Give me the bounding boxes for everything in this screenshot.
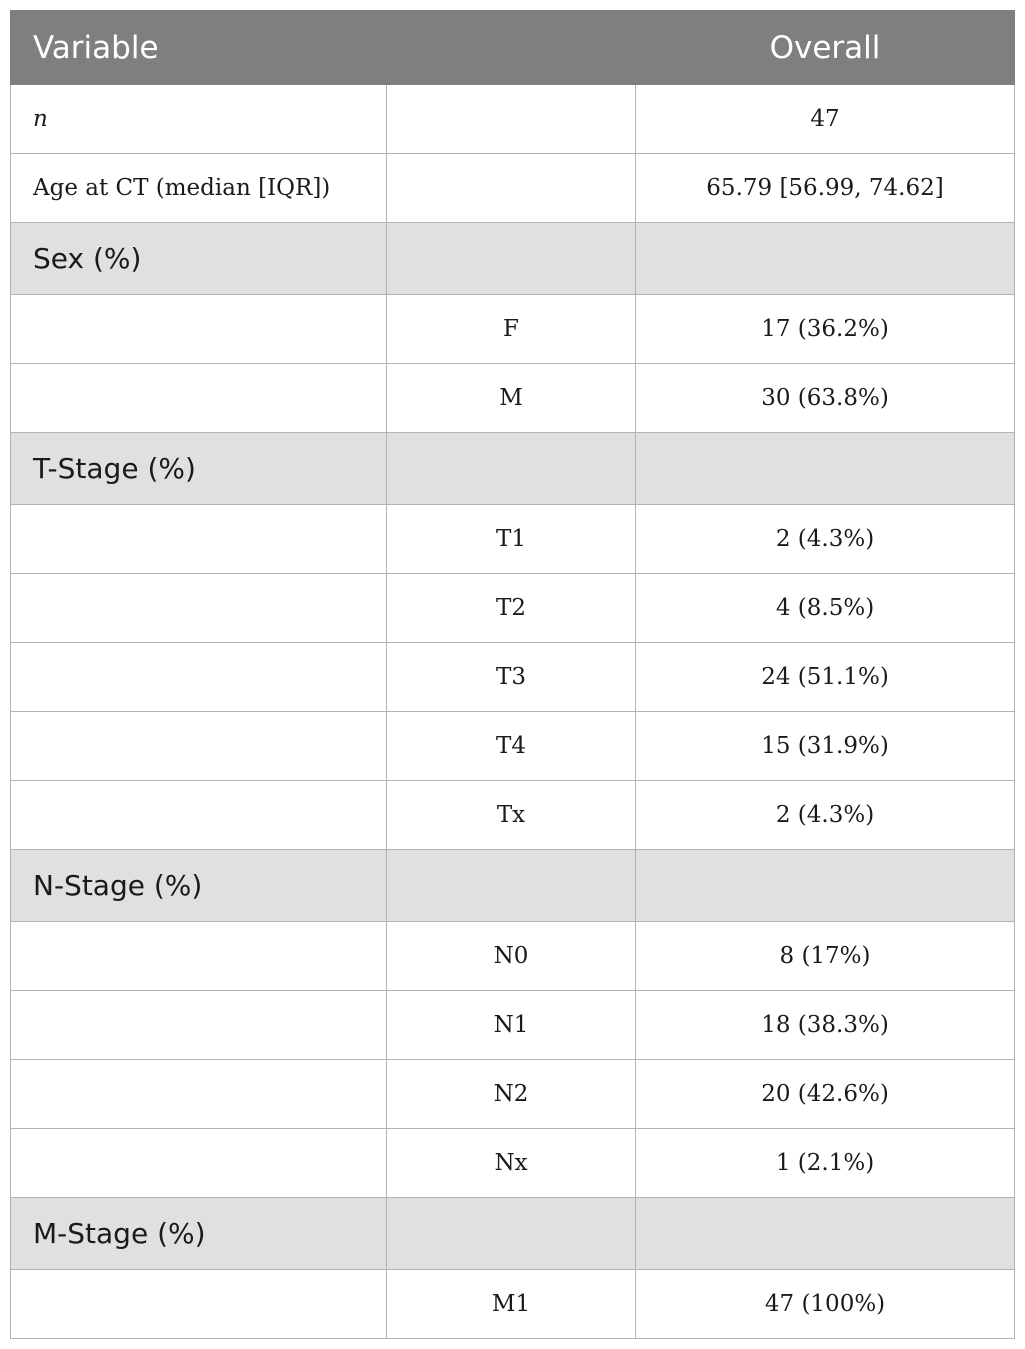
row-level: Tx — [385, 780, 637, 850]
row-value: 24 (51.1%) — [635, 642, 1016, 712]
table-row: M1 47 (100%) — [10, 1269, 1016, 1339]
row-level: M1 — [385, 1269, 637, 1339]
row-label-empty — [10, 294, 387, 364]
table-row: T3 24 (51.1%) — [10, 642, 1016, 712]
row-value-n: 47 — [635, 84, 1016, 154]
row-value: 15 (31.9%) — [635, 711, 1016, 781]
row-level: T3 — [385, 642, 637, 712]
section-title-m-stage: M-Stage (%) — [10, 1197, 387, 1270]
row-label-age: Age at CT (median [IQR]) — [10, 153, 387, 223]
row-label-empty — [10, 711, 387, 781]
row-label-empty — [10, 1269, 387, 1339]
table-row: F 17 (36.2%) — [10, 294, 1016, 364]
section-row-n-stage: N-Stage (%) — [10, 849, 1016, 922]
row-value: 1 (2.1%) — [635, 1128, 1016, 1198]
row-level-empty — [385, 84, 637, 154]
row-value: 4 (8.5%) — [635, 573, 1016, 643]
table-row: N2 20 (42.6%) — [10, 1059, 1016, 1129]
table-header-row: Variable Overall — [9, 10, 1016, 85]
section-empty-cell — [635, 432, 1016, 505]
section-title-t-stage: T-Stage (%) — [10, 432, 387, 505]
section-empty-cell — [385, 432, 637, 505]
table-row: n 47 — [10, 84, 1016, 154]
row-value: 17 (36.2%) — [635, 294, 1016, 364]
section-title-sex: Sex (%) — [10, 222, 387, 295]
row-level: T4 — [385, 711, 637, 781]
section-empty-cell — [385, 1197, 637, 1270]
table-row: N0 8 (17%) — [10, 921, 1016, 991]
section-empty-cell — [635, 1197, 1016, 1270]
row-label-empty — [10, 504, 387, 574]
section-row-m-stage: M-Stage (%) — [10, 1197, 1016, 1270]
header-overall: Overall — [635, 10, 1016, 85]
row-label-empty — [10, 780, 387, 850]
row-level: Nx — [385, 1128, 637, 1198]
row-value: 20 (42.6%) — [635, 1059, 1016, 1129]
section-empty-cell — [635, 222, 1016, 295]
row-value: 47 (100%) — [635, 1269, 1016, 1339]
row-label-empty — [10, 990, 387, 1060]
row-label-empty — [10, 642, 387, 712]
section-empty-cell — [635, 849, 1016, 922]
row-level: N1 — [385, 990, 637, 1060]
table-row: Tx 2 (4.3%) — [10, 780, 1016, 850]
row-level: N2 — [385, 1059, 637, 1129]
characteristics-table: Variable Overall n 47 Age at CT (median … — [9, 10, 1016, 1339]
table-row: N1 18 (38.3%) — [10, 990, 1016, 1060]
row-value-age: 65.79 [56.99, 74.62] — [635, 153, 1016, 223]
table-row: T4 15 (31.9%) — [10, 711, 1016, 781]
row-value: 2 (4.3%) — [635, 780, 1016, 850]
section-row-sex: Sex (%) — [10, 222, 1016, 295]
header-variable: Variable — [9, 10, 637, 85]
table-row: T2 4 (8.5%) — [10, 573, 1016, 643]
row-value: 30 (63.8%) — [635, 363, 1016, 433]
row-label-empty — [10, 1059, 387, 1129]
row-label-empty — [10, 1128, 387, 1198]
table-row: Nx 1 (2.1%) — [10, 1128, 1016, 1198]
row-label-empty — [10, 363, 387, 433]
row-value: 18 (38.3%) — [635, 990, 1016, 1060]
section-row-t-stage: T-Stage (%) — [10, 432, 1016, 505]
row-value: 2 (4.3%) — [635, 504, 1016, 574]
section-empty-cell — [385, 222, 637, 295]
row-level: M — [385, 363, 637, 433]
table-row: T1 2 (4.3%) — [10, 504, 1016, 574]
row-value: 8 (17%) — [635, 921, 1016, 991]
row-label-n: n — [10, 84, 387, 154]
table-row: Age at CT (median [IQR]) 65.79 [56.99, 7… — [10, 153, 1016, 223]
row-level: T2 — [385, 573, 637, 643]
row-label-empty — [10, 921, 387, 991]
row-level-empty — [385, 153, 637, 223]
row-level: T1 — [385, 504, 637, 574]
row-level: N0 — [385, 921, 637, 991]
section-empty-cell — [385, 849, 637, 922]
section-title-n-stage: N-Stage (%) — [10, 849, 387, 922]
row-label-empty — [10, 573, 387, 643]
table-row: M 30 (63.8%) — [10, 363, 1016, 433]
row-level: F — [385, 294, 637, 364]
